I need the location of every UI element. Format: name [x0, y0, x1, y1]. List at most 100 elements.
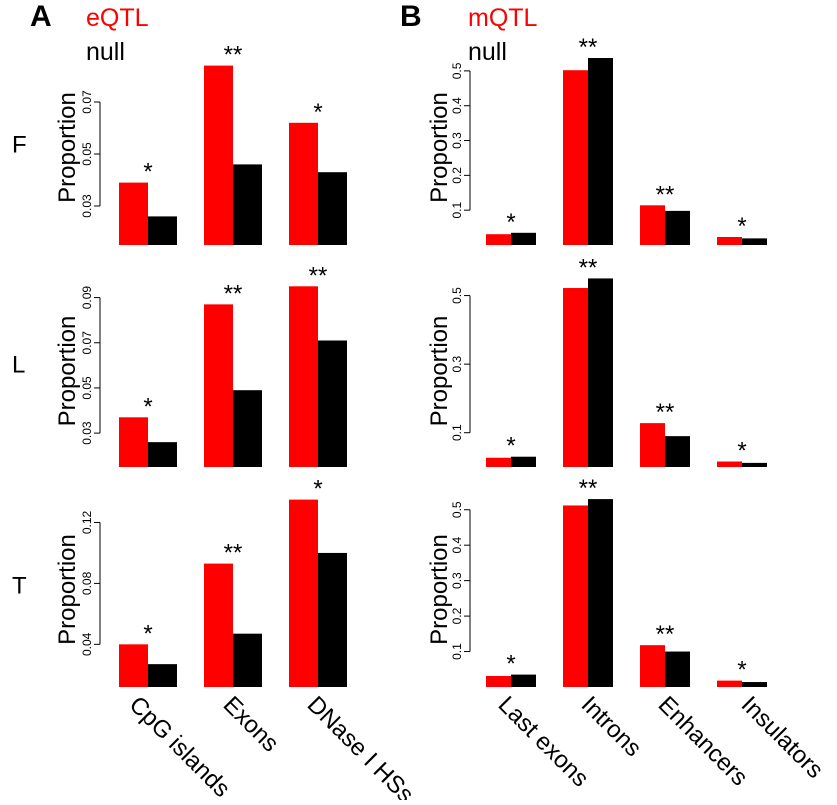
significance-marker: * [313, 99, 322, 126]
legend-null-label-a: null [86, 38, 125, 66]
y-tick-label: 0.05 [80, 142, 94, 166]
category-label: CpG islands [124, 691, 236, 800]
panel-letter-b: B [400, 0, 422, 33]
bar-null [318, 552, 347, 687]
category-label: Enhancers [653, 691, 753, 791]
bar-qtl [204, 65, 233, 245]
y-tick-label: 0.4 [450, 537, 464, 554]
bar-qtl [640, 645, 665, 687]
significance-marker: * [506, 209, 515, 236]
y-tick-label: 0.07 [80, 331, 94, 355]
bar-qtl [119, 644, 148, 687]
y-tick-label: 0.08 [80, 571, 94, 595]
bar-null [511, 232, 536, 245]
y-tick-label: 0.3 [450, 572, 464, 589]
row-label-f: F [12, 131, 27, 158]
y-tick-label: 0.4 [450, 97, 464, 114]
bar-qtl [563, 288, 588, 467]
y-tick-label: 0.07 [80, 90, 94, 114]
category-label: DNase I HSs [302, 691, 419, 800]
bar-null [665, 436, 690, 467]
significance-marker: * [737, 657, 746, 684]
y-tick-label: 0.12 [80, 510, 94, 534]
y-axis-label: Proportion [426, 534, 453, 645]
significance-marker: * [506, 651, 515, 678]
bar-qtl [563, 70, 588, 245]
bar-qtl [563, 505, 588, 687]
significance-marker: ** [309, 262, 328, 289]
bar-qtl [640, 205, 665, 245]
y-tick-label: 0.2 [450, 607, 464, 624]
significance-marker: ** [656, 621, 675, 648]
bar-null [511, 456, 536, 467]
bar-null [318, 340, 347, 467]
y-axis-label: Proportion [426, 92, 453, 203]
bar-null [665, 651, 690, 687]
y-tick-label: 0.1 [450, 202, 464, 219]
bar-qtl [486, 457, 511, 467]
bar-qtl [289, 499, 318, 687]
significance-marker: ** [224, 280, 243, 307]
y-axis-label: Proportion [54, 92, 81, 203]
category-label: Introns [576, 691, 647, 762]
bar-qtl [486, 676, 511, 687]
significance-marker: * [143, 393, 152, 420]
significance-marker: * [143, 159, 152, 186]
significance-marker: ** [224, 42, 243, 69]
y-tick-label: 0.5 [450, 62, 464, 79]
bar-qtl [119, 182, 148, 245]
bar-qtl [289, 286, 318, 467]
significance-marker: * [143, 620, 152, 647]
y-tick-label: 0.3 [450, 355, 464, 372]
bar-qtl [717, 680, 742, 687]
bar-null [233, 633, 262, 687]
y-tick-label: 0.1 [450, 424, 464, 441]
y-tick-label: 0.5 [450, 501, 464, 518]
bar-null [318, 172, 347, 245]
significance-marker: * [737, 213, 746, 240]
y-tick-label: 0.03 [80, 194, 94, 218]
legend-mqtl-label: mQTL [468, 4, 538, 32]
significance-marker: ** [656, 399, 675, 426]
bar-null [665, 210, 690, 245]
category-label: Exons [218, 691, 284, 757]
y-tick-label: 0.05 [80, 376, 94, 400]
row-label-l: L [12, 351, 25, 378]
y-tick-label: 0.3 [450, 132, 464, 149]
y-tick-label: 0.2 [450, 167, 464, 184]
bar-null [742, 238, 767, 245]
bar-null [742, 682, 767, 687]
bar-null [511, 674, 536, 687]
bar-qtl [486, 234, 511, 245]
significance-marker: ** [579, 254, 598, 281]
bar-qtl [717, 236, 742, 245]
significance-marker: ** [579, 475, 598, 502]
y-tick-label: 0.1 [450, 643, 464, 660]
y-axis-label: Proportion [426, 316, 453, 427]
significance-marker: * [737, 438, 746, 465]
bar-null [742, 462, 767, 467]
bar-null [148, 442, 177, 467]
y-tick-label: 0.09 [80, 286, 94, 310]
y-tick-label: 0.5 [450, 287, 464, 304]
legend-eqtl-label: eQTL [86, 4, 149, 32]
y-axis-label: Proportion [54, 316, 81, 427]
y-tick-label: 0.04 [80, 632, 94, 656]
bar-qtl [119, 417, 148, 467]
bar-qtl [640, 423, 665, 467]
bar-qtl [717, 461, 742, 467]
y-tick-label: 0.03 [80, 421, 94, 445]
bar-null [588, 278, 613, 467]
bar-null [588, 499, 613, 687]
legend-null-label-b: null [468, 38, 507, 66]
row-label-t: T [12, 572, 27, 599]
bar-null [148, 664, 177, 687]
panel-letter-a: A [30, 0, 52, 33]
